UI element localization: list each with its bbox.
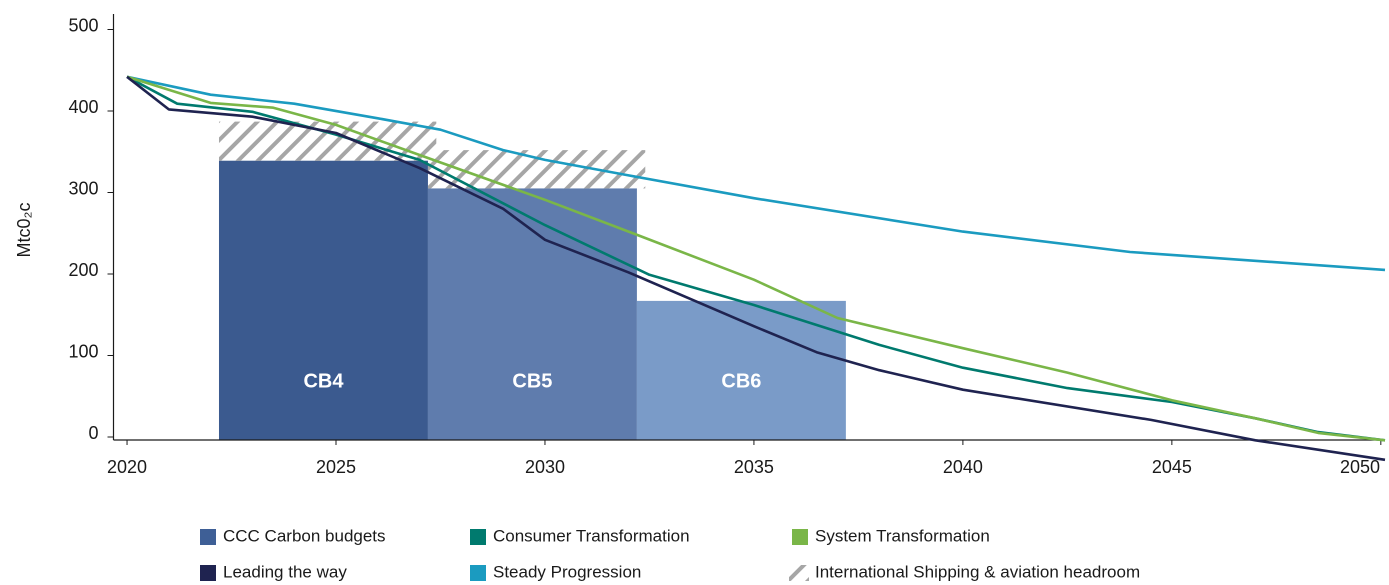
y-axis-label: Mtc0₂c <box>14 203 34 258</box>
legend-label: International Shipping & aviation headro… <box>815 562 1140 581</box>
y-tick-label: 300 <box>68 178 98 198</box>
legend-swatch <box>200 529 216 545</box>
series-line <box>126 75 1386 442</box>
legend-swatch <box>792 529 808 545</box>
y-tick-label: 0 <box>88 423 98 443</box>
budget-label: CB6 <box>721 370 761 392</box>
series-line <box>126 75 1386 272</box>
legend-label: Consumer Transformation <box>493 526 690 545</box>
legend-label: CCC Carbon budgets <box>223 526 386 545</box>
x-tick-label: 2050 <box>1340 457 1380 477</box>
x-tick-label: 2045 <box>1152 457 1192 477</box>
y-tick-label: 100 <box>68 341 98 361</box>
legend-swatch <box>200 565 216 581</box>
budget-bar <box>427 188 637 440</box>
budget-label: CB4 <box>303 370 344 392</box>
legend-swatch <box>470 565 486 581</box>
x-tick-label: 2035 <box>734 457 774 477</box>
y-tick-label: 200 <box>68 260 98 280</box>
budget-label: CB5 <box>512 370 552 392</box>
series-line <box>126 75 1386 462</box>
legend-swatch <box>789 565 809 581</box>
y-tick-label: 400 <box>68 97 98 117</box>
x-tick-label: 2030 <box>525 457 565 477</box>
y-tick-label: 500 <box>68 15 98 35</box>
legend-swatch <box>470 529 486 545</box>
legend-label: Leading the way <box>223 562 347 581</box>
legend-label: Steady Progression <box>493 562 641 581</box>
x-tick-label: 2040 <box>943 457 983 477</box>
legend-label: System Transformation <box>815 526 990 545</box>
x-tick-label: 2020 <box>107 457 147 477</box>
budget-bar <box>218 160 428 440</box>
x-tick-label: 2025 <box>316 457 356 477</box>
